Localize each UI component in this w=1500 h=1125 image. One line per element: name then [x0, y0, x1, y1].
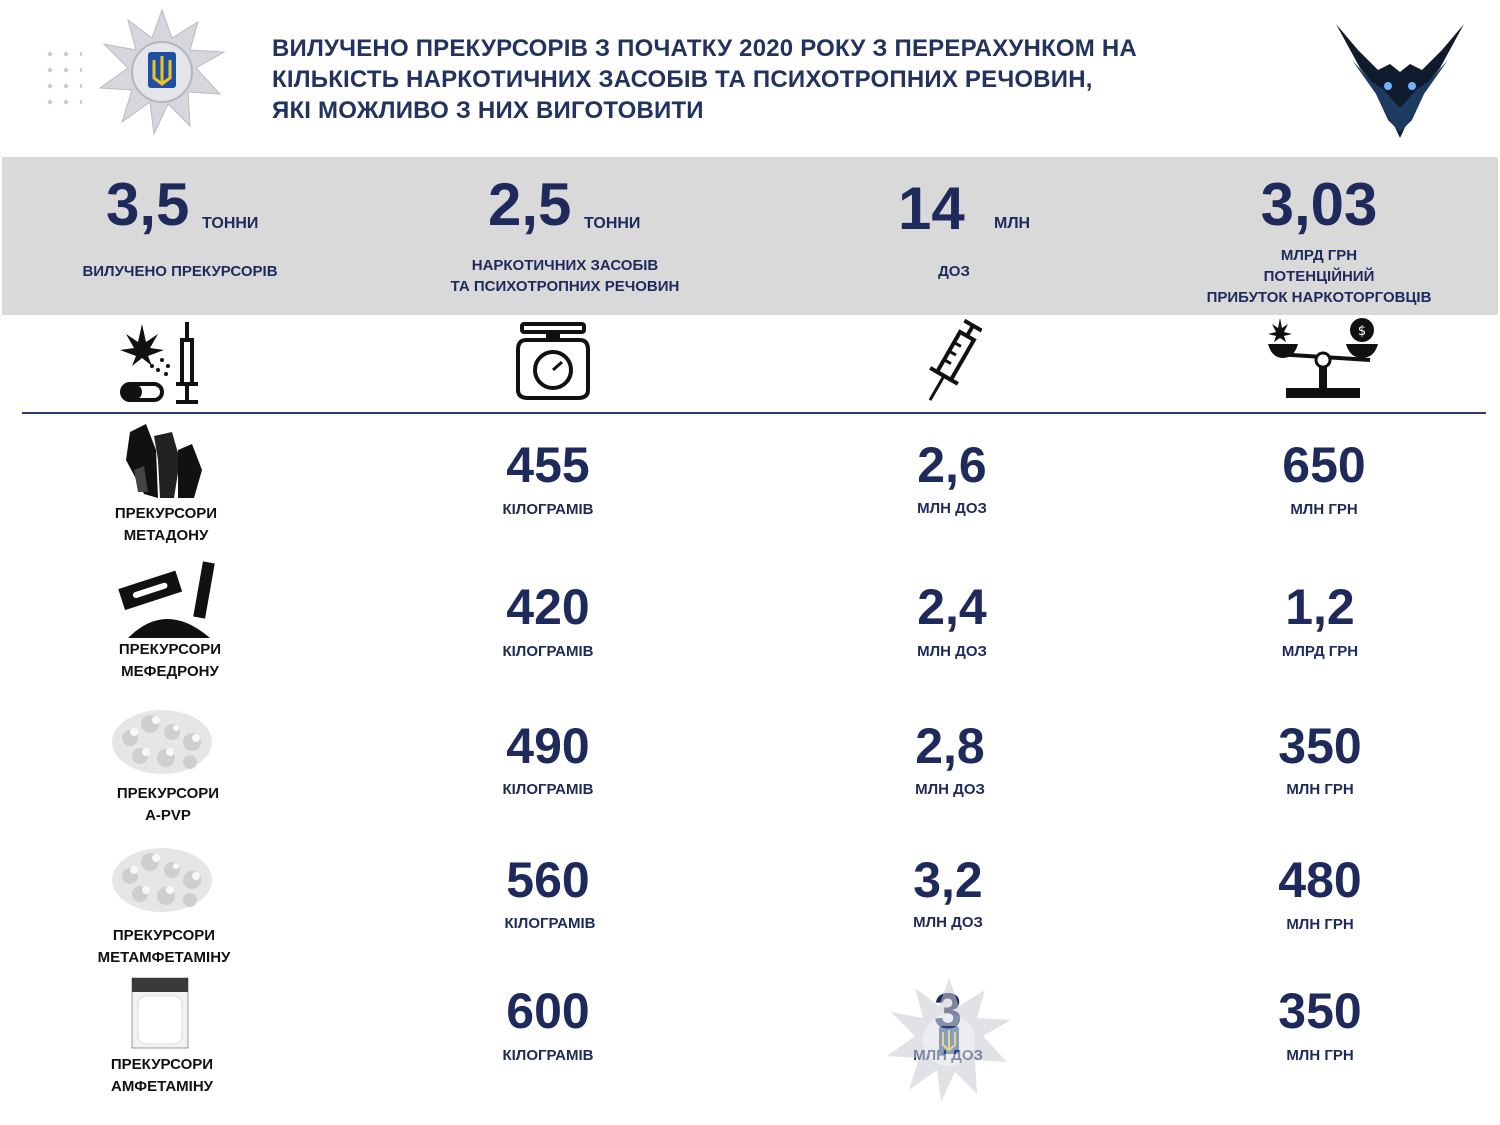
row-label-methamphetamine: ПРЕКУРСОРИ МЕТАМФЕТАМІНУ	[64, 925, 264, 969]
profit-unit: МЛН ГРН	[1286, 781, 1354, 798]
row-label-mephedrone: ПРЕКУРСОРИ МЕФЕДРОНУ	[70, 639, 270, 683]
stat-label-line: ПОТЕНЦІЙНИЙ	[1263, 268, 1375, 285]
doses-unit: МЛН ДОЗ	[917, 500, 987, 517]
stat-value: 14	[898, 175, 965, 242]
title-line: КІЛЬКІСТЬ НАРКОТИЧНИХ ЗАСОБІВ ТА ПСИХОТР…	[272, 66, 1093, 93]
stat-label: НАРКОТИЧНИХ ЗАСОБІВ ТА ПСИХОТРОПНИХ РЕЧО…	[438, 255, 692, 297]
stat-label: МЛРД ГРН ПОТЕНЦІЙНИЙ ПРИБУТОК НАРКОТОРГО…	[1196, 245, 1442, 308]
stat-unit: ТОННИ	[202, 215, 259, 232]
weight-value: 420	[506, 579, 590, 635]
title-line: ВИЛУЧЕНО ПРЕКУРСОРІВ З ПОЧАТКУ 2020 РОКУ…	[272, 35, 1137, 62]
profit-value: 350	[1278, 983, 1362, 1039]
stat-label-line: МЛРД ГРН	[1280, 247, 1358, 264]
row-label-line: ПРЕКУРСОРИ	[114, 505, 218, 522]
doses-value: 2,6	[917, 437, 987, 493]
stat-value: 3,5	[106, 171, 190, 238]
summary-band	[2, 157, 1498, 315]
profit-unit: МЛН ГРН	[1286, 916, 1354, 933]
stat-value: 2,5	[488, 171, 572, 238]
title-line: ЯКІ МОЖЛИВО З НИХ ВИГОТОВИТИ	[272, 97, 704, 124]
profit-value: 350	[1278, 718, 1362, 774]
weight-unit: КІЛОГРАМІВ	[502, 501, 594, 518]
profit-unit: МЛН ГРН	[1286, 1047, 1354, 1064]
doses-unit: МЛН ДОЗ	[913, 914, 983, 931]
weight-unit: КІЛОГРАМІВ	[502, 1047, 594, 1064]
syringe-icon	[928, 318, 982, 401]
police-star-watermark-icon	[887, 978, 1011, 1102]
profit-value: 480	[1278, 852, 1362, 908]
row-label-line: ПРЕКУРСОРИ	[116, 785, 220, 802]
row-label-line: АМФЕТАМІНУ	[110, 1078, 213, 1095]
header: ВИЛУЧЕНО ПРЕКУРСОРІВ З ПОЧАТКУ 2020 РОКУ…	[0, 0, 1500, 157]
doses-value: 3,2	[913, 852, 983, 908]
row-label-line: ПРЕКУРСОРИ	[112, 927, 216, 944]
police-star-emblem-icon	[98, 8, 226, 136]
svg-text:$: $	[1358, 324, 1366, 339]
row-label-methadone: ПРЕКУРСОРИ МЕТАДОНУ	[66, 503, 266, 547]
weight-value: 455	[506, 437, 590, 493]
row-label-apvp: ПРЕКУРСОРИ A-PVP	[68, 783, 268, 827]
row-label-line: МЕТАДОНУ	[123, 527, 209, 544]
profit-value: 650	[1282, 437, 1366, 493]
profit-value: 1,2	[1285, 579, 1355, 635]
kitchen-scale-icon	[516, 322, 590, 400]
powder-bag-icon	[131, 977, 189, 1049]
crystals-icon	[126, 424, 202, 498]
row-label-line: ПРЕКУРСОРИ	[118, 641, 222, 658]
row-label-line: МЕТАМФЕТАМІНУ	[97, 949, 231, 966]
stat-unit: ТОННИ	[584, 215, 641, 232]
stat-label-line: ТА ПСИХОТРОПНИХ РЕЧОВИН	[450, 278, 680, 295]
row-label-line: A-PVP	[145, 807, 191, 824]
row-label-line: ПРЕКУРСОРИ	[110, 1056, 214, 1073]
weight-unit: КІЛОГРАМІВ	[502, 643, 594, 660]
balance-scale-icon: $	[1268, 318, 1378, 398]
stat-unit: МЛН	[994, 215, 1031, 232]
doses-unit: МЛН ДОЗ	[917, 643, 987, 660]
drugs-mix-icon	[120, 322, 198, 404]
weight-value: 490	[506, 718, 590, 774]
owl-logo-icon	[1336, 24, 1464, 138]
weight-unit: КІЛОГРАМІВ	[502, 781, 594, 798]
stat-value: 3,03	[1260, 171, 1378, 238]
white-crystals-icon	[112, 848, 212, 912]
decorative-dots	[42, 46, 82, 114]
profit-unit: МЛРД ГРН	[1281, 643, 1359, 660]
page-title: ВИЛУЧЕНО ПРЕКУРСОРІВ З ПОЧАТКУ 2020 РОКУ…	[272, 33, 1232, 126]
doses-value: 2,4	[917, 579, 987, 635]
row-label-amphetamine: ПРЕКУРСОРИ АМФЕТАМІНУ	[62, 1054, 262, 1098]
profit-unit: МЛН ГРН	[1290, 501, 1358, 518]
weight-value: 600	[506, 983, 590, 1039]
razor-powder-icon	[118, 561, 215, 638]
row-label-line: МЕФЕДРОНУ	[121, 663, 219, 680]
white-crystals-icon	[112, 710, 212, 774]
stat-label-line: НАРКОТИЧНИХ ЗАСОБІВ	[471, 257, 659, 274]
doses-unit: МЛН ДОЗ	[915, 781, 985, 798]
weight-unit: КІЛОГРАМІВ	[504, 915, 596, 932]
stat-label: ВИЛУЧЕНО ПРЕКУРСОРІВ	[82, 263, 278, 280]
stat-label: ДОЗ	[938, 263, 970, 280]
stat-label-line: ПРИБУТОК НАРКОТОРГОВЦІВ	[1206, 289, 1432, 306]
section-divider	[22, 412, 1486, 414]
weight-value: 560	[506, 852, 590, 908]
doses-value: 2,8	[915, 718, 985, 774]
